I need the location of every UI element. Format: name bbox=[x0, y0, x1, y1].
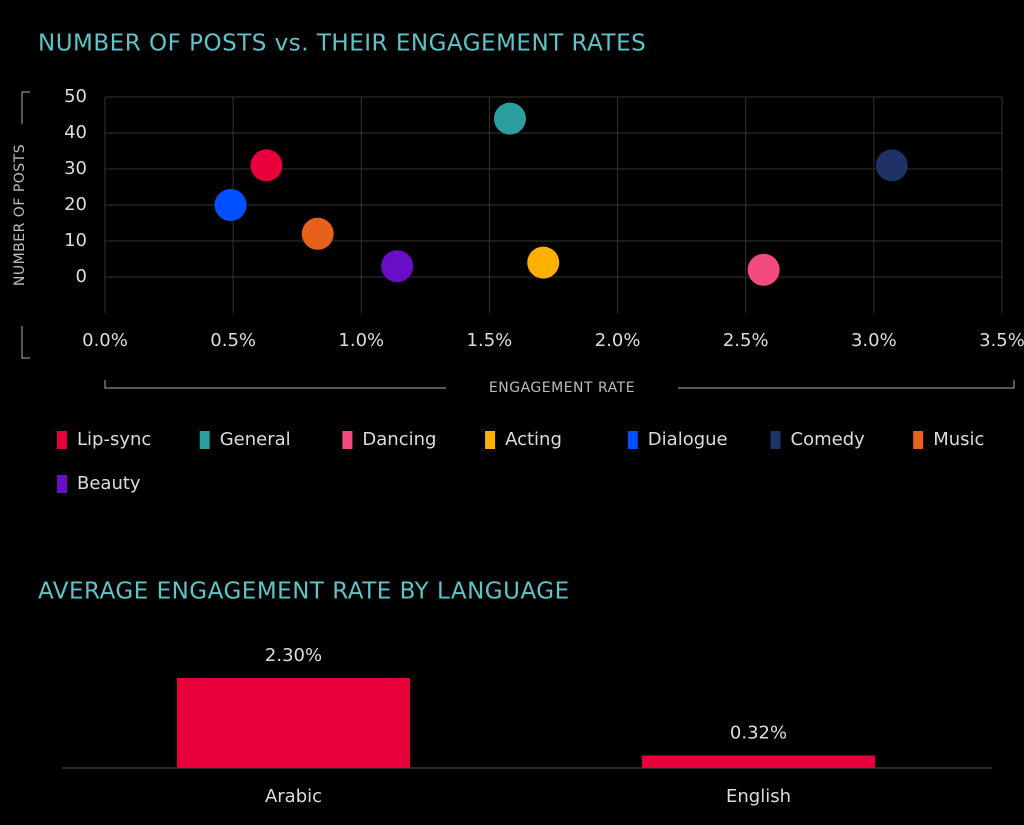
legend-label: Music bbox=[933, 429, 984, 450]
x-axis-bracket bbox=[104, 380, 1015, 389]
legend-label: Dialogue bbox=[648, 429, 728, 450]
x-tick-label: Arabic bbox=[265, 786, 322, 807]
point bbox=[214, 189, 247, 221]
y-tick-label: 30 bbox=[64, 158, 87, 179]
bar bbox=[177, 678, 410, 768]
y-axis-title: NUMBER OF POSTS bbox=[12, 144, 28, 286]
x-axis-title: ENGAGEMENT RATE bbox=[489, 380, 635, 396]
point bbox=[875, 149, 908, 182]
chart-title: AVERAGE ENGAGEMENT RATE BY LANGUAGE bbox=[38, 579, 570, 605]
value-label: 0.32% bbox=[730, 722, 787, 743]
x-tick-label: 1.0% bbox=[338, 330, 384, 351]
point bbox=[301, 217, 334, 250]
value-label: 2.30% bbox=[265, 645, 322, 666]
point bbox=[493, 102, 526, 135]
y-tick-label: 50 bbox=[64, 86, 87, 107]
legend-label: General bbox=[220, 429, 291, 450]
x-tick-label: 3.5% bbox=[979, 330, 1024, 351]
bar bbox=[642, 755, 875, 768]
x-tick-label: 1.5% bbox=[467, 330, 513, 351]
y-tick-label: 0 bbox=[76, 266, 87, 287]
legend-swatch bbox=[485, 431, 496, 449]
x-tick-label: 0.0% bbox=[82, 330, 128, 351]
y-tick-label: 40 bbox=[64, 122, 87, 143]
legend-swatch bbox=[342, 431, 353, 449]
x-tick-label: 3.0% bbox=[851, 330, 897, 351]
legend-label: Acting bbox=[505, 429, 562, 450]
legend-label: Comedy bbox=[791, 429, 866, 450]
y-axis-bracket bbox=[21, 91, 30, 359]
legend-swatch bbox=[199, 431, 210, 449]
legend-swatch bbox=[770, 431, 781, 449]
legend-label: Dancing bbox=[362, 429, 436, 450]
x-tick-label: 2.0% bbox=[595, 330, 641, 351]
point bbox=[381, 250, 414, 283]
legend-label: Lip-sync bbox=[77, 429, 151, 450]
point bbox=[747, 253, 780, 286]
chart-title: NUMBER OF POSTS vs. THEIR ENGAGEMENT RAT… bbox=[38, 31, 646, 57]
legend-swatch bbox=[57, 431, 67, 449]
point bbox=[527, 246, 560, 279]
x-tick-label: English bbox=[726, 786, 791, 807]
legend-swatch bbox=[627, 431, 638, 449]
point bbox=[250, 149, 283, 182]
x-tick-label: 0.5% bbox=[210, 330, 256, 351]
legend-swatch bbox=[57, 475, 67, 493]
legend-label: Beauty bbox=[77, 473, 141, 494]
x-tick-label: 2.5% bbox=[723, 330, 769, 351]
legend-swatch bbox=[913, 431, 924, 449]
y-tick-label: 20 bbox=[64, 194, 87, 215]
y-tick-label: 10 bbox=[64, 230, 87, 251]
